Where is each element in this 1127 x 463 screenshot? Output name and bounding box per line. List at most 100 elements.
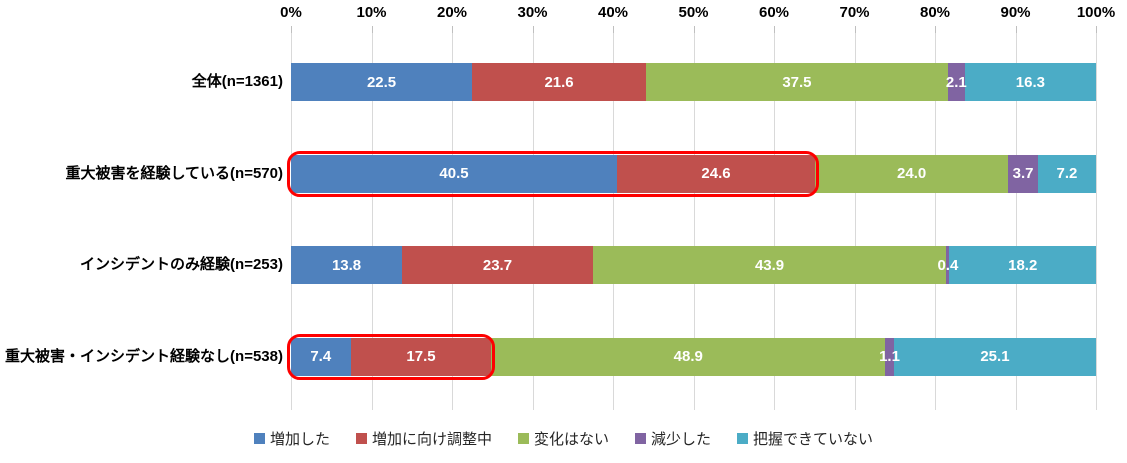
bar-segment[interactable]: 1.1 (879, 337, 900, 376)
x-axis-tick-label: 10% (356, 4, 387, 21)
category-label: 重大被害を経験している(n=570) (65, 164, 284, 182)
x-axis-tick-label: 40% (597, 4, 629, 21)
x-axis-tick-mark (854, 26, 856, 33)
bar-segment[interactable]: 25.1 (893, 337, 1096, 376)
x-axis-tick-mark (1096, 26, 1097, 33)
highlight-outline (287, 150, 820, 197)
gridline (1096, 33, 1097, 410)
x-axis-tick-label: 80% (919, 4, 951, 21)
bar-segment[interactable]: 24.6 (617, 154, 816, 193)
category-label: 全体(n=1361) (191, 73, 283, 90)
x-axis-tick-mark (371, 26, 373, 33)
data-label: 22.5 (366, 73, 397, 91)
x-axis-tick-mark (532, 26, 534, 33)
data-label: 24.0 (897, 165, 927, 182)
bar-segment[interactable]: 22.5 (291, 63, 473, 101)
x-axis-tick-label: 30% (517, 4, 548, 21)
bar-segment[interactable]: 18.2 (949, 246, 1096, 284)
legend-item[interactable]: 減少した (635, 428, 711, 449)
bar-segment[interactable]: 3.7 (1008, 154, 1038, 193)
x-axis-tick-mark (291, 26, 292, 33)
bar-segment[interactable]: 43.9 (592, 246, 947, 284)
legend-item[interactable]: 増加に向け調整中 (355, 428, 492, 449)
data-label: 18.2 (1008, 256, 1038, 274)
legend-label: 変化はない (533, 431, 609, 448)
bar-segment[interactable]: 37.5 (646, 63, 948, 101)
legend-swatch-icon (737, 433, 749, 444)
data-label: 7.2 (1056, 165, 1078, 182)
legend-swatch-icon (517, 433, 529, 444)
data-label: 3.7 (1012, 165, 1034, 182)
data-label: 17.5 (406, 348, 436, 365)
bar-segment[interactable]: 40.5 (291, 154, 618, 193)
x-axis-tick-mark (1015, 26, 1017, 33)
bar-segment[interactable]: 23.7 (402, 246, 593, 284)
legend-swatch-icon (355, 433, 367, 444)
x-axis-tick-label: 0% (280, 4, 302, 21)
gridline (291, 33, 292, 410)
bar-segment[interactable]: 2.1 (945, 63, 967, 101)
gridline (693, 33, 695, 410)
x-axis-tick-mark (935, 26, 936, 33)
bar-segment[interactable]: 7.2 (1038, 154, 1096, 193)
bar-row: 22.5 21.6 37.5 2.1 16.3 (291, 63, 1096, 101)
data-label: 7.4 (310, 348, 332, 365)
gridline (613, 33, 614, 410)
category-label: インシデントのみ経験(n=253) (80, 256, 283, 273)
x-axis-tick-label: 20% (436, 4, 468, 21)
x-axis-tick-label: 90% (1000, 4, 1031, 21)
gridline (774, 33, 775, 410)
data-label: 40.5 (439, 165, 469, 182)
bar-segment[interactable]: 0.4 (937, 246, 958, 284)
data-label: 48.9 (673, 348, 703, 365)
gridline (452, 33, 453, 410)
bar-segment[interactable]: 48.9 (491, 337, 886, 376)
data-label: 1.1 (879, 348, 900, 365)
legend-item[interactable]: 変化はない (517, 428, 609, 449)
data-label: 21.6 (544, 73, 574, 91)
x-axis-tick-label: 60% (758, 4, 790, 21)
x-axis-tick-mark (693, 26, 695, 33)
gridline (935, 33, 936, 410)
gridline (854, 33, 856, 410)
bar-row: 7.4 17.5 48.9 1.1 25.1 (291, 337, 1096, 376)
x-axis-tick-mark (613, 26, 614, 33)
data-label: 0.4 (937, 256, 959, 274)
legend-label: 増加した (269, 431, 330, 448)
data-label: 23.7 (482, 256, 513, 274)
legend-label: 把握できていない (753, 431, 874, 448)
legend-swatch-icon (253, 433, 265, 444)
bar-segment[interactable]: 7.4 (291, 337, 351, 376)
data-label: 25.1 (980, 348, 1010, 365)
legend-item[interactable]: 把握できていない (737, 428, 873, 449)
x-axis-tick-mark (452, 26, 453, 33)
bar-segment[interactable]: 16.3 (964, 63, 1096, 101)
gridline (371, 33, 373, 410)
x-axis-tick-label: 70% (839, 4, 870, 21)
data-label: 13.8 (331, 256, 362, 274)
x-axis-tick-label: 50% (678, 4, 709, 21)
bar-segment[interactable]: 24.0 (815, 154, 1009, 193)
bar-segment[interactable]: 17.5 (350, 337, 492, 376)
x-axis-tick-label: 100% (1076, 4, 1116, 21)
data-label: 2.1 (945, 73, 967, 91)
bar-segment[interactable]: 13.8 (291, 246, 403, 284)
data-label: 16.3 (1015, 73, 1045, 91)
gridline (532, 33, 534, 410)
bar-row: 13.8 23.7 43.9 0.4 18.2 (291, 246, 1096, 284)
highlight-outline (287, 333, 496, 380)
data-label: 43.9 (754, 256, 785, 274)
bar-row: 40.5 24.6 24.0 3.7 7.2 (291, 154, 1096, 193)
legend-label: 増加に向け調整中 (371, 431, 492, 448)
bar-segment[interactable]: 21.6 (472, 63, 646, 101)
legend-label: 減少した (651, 431, 712, 448)
category-label: 重大被害・インシデント経験なし(n=538) (5, 347, 283, 365)
data-label: 37.5 (782, 73, 812, 91)
gridline (1015, 33, 1017, 410)
legend: 増加した 増加に向け調整中 変化はない 減少した 把握できていない (0, 428, 1127, 449)
legend-item[interactable]: 増加した (253, 428, 330, 449)
legend-swatch-icon (635, 433, 646, 444)
x-axis-tick-mark (774, 26, 775, 33)
data-label: 24.6 (701, 165, 731, 182)
